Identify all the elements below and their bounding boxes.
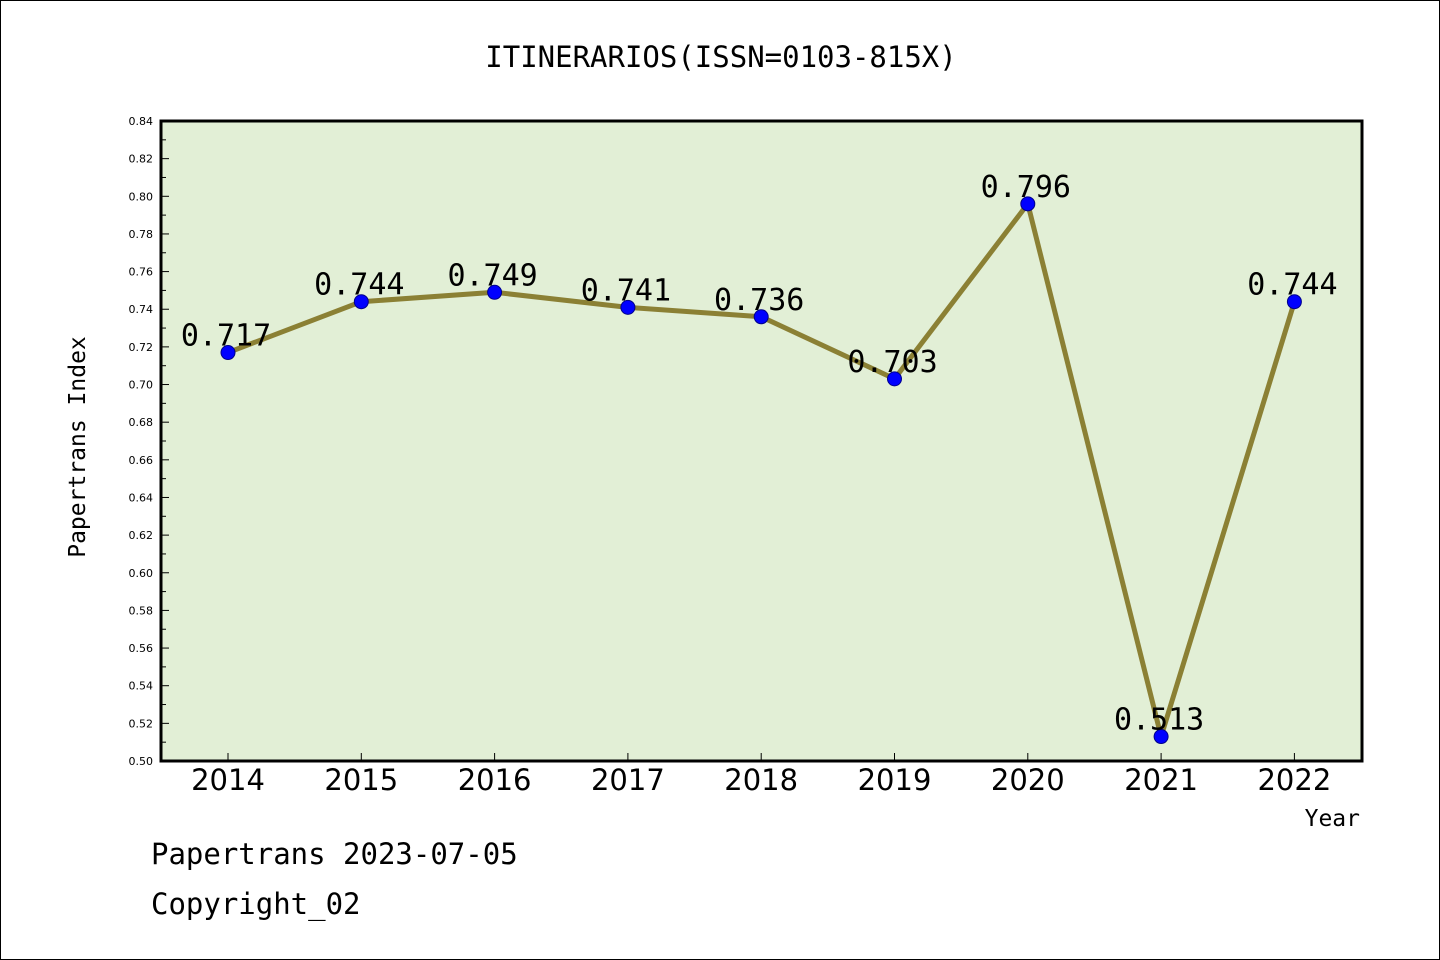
data-point: [1286, 294, 1302, 310]
y-tick-label: 0.60: [129, 567, 154, 580]
y-tick-label: 0.84: [129, 115, 154, 128]
x-tick-label: 2020: [991, 763, 1065, 797]
y-tick-label: 0.64: [129, 491, 154, 504]
plot-area: [161, 121, 1362, 761]
y-tick-label: 0.80: [129, 190, 154, 203]
x-tick-label: 2016: [458, 763, 532, 797]
chart-title: ITINERARIOS(ISSN=0103-815X): [485, 40, 956, 74]
data-label: 0.741: [581, 273, 671, 308]
x-tick-label: 2018: [724, 763, 798, 797]
data-point: [887, 371, 902, 387]
data-point: [353, 294, 369, 310]
data-label: 0.736: [714, 283, 804, 318]
y-tick-label: 0.52: [129, 717, 154, 730]
y-axis: 0.50 0.52 0.54 0.56 0.58 0.60 0.62 0.64 0.66 0.68…: [129, 115, 169, 768]
x-tick-label: 2017: [591, 763, 665, 797]
y-tick-label: 0.78: [129, 228, 154, 241]
data-label: 0.796: [981, 170, 1071, 205]
y-tick-label: 0.54: [129, 680, 154, 693]
x-tick-label: 2015: [324, 763, 398, 797]
y-tick-label: 0.70: [129, 379, 154, 392]
series-group: 0.717 0.744 0.749 0.741 0.736 0.703 0.796 0.513…: [181, 170, 1338, 745]
data-label: 0.744: [314, 268, 404, 303]
y-tick-label: 0.72: [129, 341, 154, 354]
x-axis: 2014 2015 2016 2017 2018 2019 2020 2021 2022: [191, 753, 1331, 797]
x-tick-label: 2019: [858, 763, 932, 797]
y-tick-label: 0.68: [129, 416, 154, 429]
data-label: 0.703: [847, 345, 937, 380]
y-tick-label: 0.76: [129, 266, 154, 279]
y-tick-label: 0.58: [129, 604, 154, 617]
data-point: [753, 309, 769, 325]
data-label: 0.749: [447, 258, 537, 293]
footer-date: Papertrans 2023-07-05: [151, 837, 518, 871]
plot-frame: [159, 119, 1364, 763]
x-tick-label: 2022: [1257, 763, 1331, 797]
footer-copyright: Copyright_02: [151, 887, 361, 922]
y-tick-label: 0.66: [129, 454, 154, 467]
x-tick-label: 2014: [191, 763, 265, 797]
y-tick-label: 0.62: [129, 529, 154, 542]
x-axis-label: Year: [1305, 806, 1360, 832]
x-tick-label: 2021: [1124, 763, 1198, 797]
y-tick-label: 0.50: [129, 755, 154, 768]
data-label: 0.717: [181, 319, 271, 354]
data-label: 0.744: [1247, 268, 1337, 303]
y-tick-label: 0.56: [129, 642, 154, 655]
data-point: [1020, 196, 1036, 212]
data-point: [220, 345, 236, 361]
data-point: [487, 284, 503, 300]
data-label: 0.513: [1114, 703, 1204, 738]
data-point: [1153, 729, 1169, 745]
y-tick-label: 0.82: [129, 153, 154, 166]
data-point: [620, 299, 636, 315]
y-tick-label: 0.74: [129, 303, 154, 316]
y-axis-label: Papertrans Index: [65, 336, 91, 558]
